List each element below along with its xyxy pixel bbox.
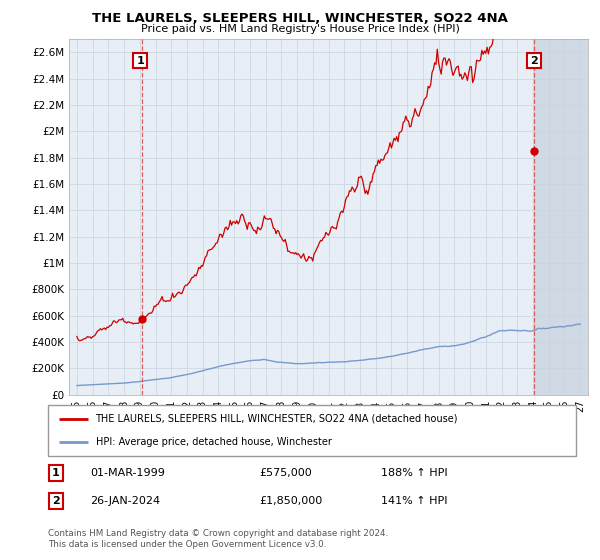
Text: Price paid vs. HM Land Registry's House Price Index (HPI): Price paid vs. HM Land Registry's House … [140,24,460,34]
Text: 1: 1 [136,55,144,66]
Text: HPI: Average price, detached house, Winchester: HPI: Average price, detached house, Winc… [95,437,331,447]
Text: Contains HM Land Registry data © Crown copyright and database right 2024.
This d: Contains HM Land Registry data © Crown c… [48,529,388,549]
Bar [534,39,588,395]
Text: 2: 2 [52,496,60,506]
Bar [534,39,588,395]
Text: 26-JAN-2024: 26-JAN-2024 [90,496,160,506]
Text: £1,850,000: £1,850,000 [259,496,322,506]
Text: THE LAURELS, SLEEPERS HILL, WINCHESTER, SO22 4NA (detached house): THE LAURELS, SLEEPERS HILL, WINCHESTER, … [95,414,458,424]
Text: 188% ↑ HPI: 188% ↑ HPI [380,468,447,478]
Text: 1: 1 [52,468,60,478]
Text: 141% ↑ HPI: 141% ↑ HPI [380,496,447,506]
Text: 01-MAR-1999: 01-MAR-1999 [90,468,165,478]
Text: 2: 2 [530,55,538,66]
Text: THE LAURELS, SLEEPERS HILL, WINCHESTER, SO22 4NA: THE LAURELS, SLEEPERS HILL, WINCHESTER, … [92,12,508,25]
Text: £575,000: £575,000 [259,468,312,478]
